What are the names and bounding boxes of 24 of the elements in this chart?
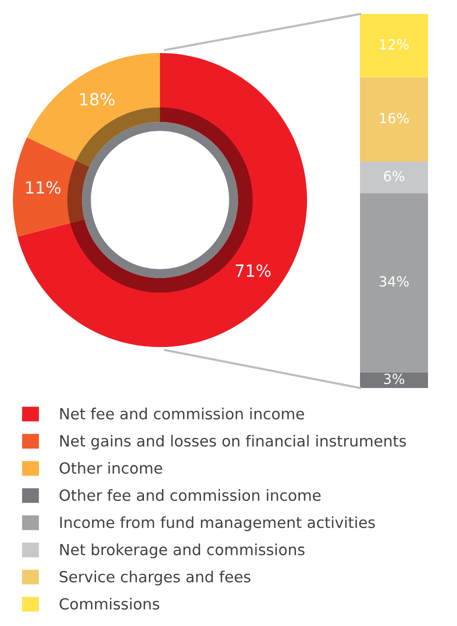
bar <box>360 14 428 78</box>
donut-slice <box>12 137 90 237</box>
bar <box>360 193 428 372</box>
legend-label: Other fee and commission income <box>60 489 321 501</box>
data-label: 16% <box>380 112 409 124</box>
data-label: 12% <box>380 39 409 50</box>
bar <box>360 372 428 388</box>
legend-label: Net brokerage and commissions <box>60 543 304 558</box>
data-label: 18% <box>80 92 115 106</box>
bar <box>360 161 428 194</box>
data-label: 6% <box>384 170 404 182</box>
legend-label: Net fee and commission income <box>60 408 304 420</box>
legend-label: Commissions <box>60 598 160 610</box>
data-label: 34% <box>380 276 409 287</box>
data-label: 11% <box>26 181 60 194</box>
donut-slice <box>26 52 160 167</box>
data-label: 3% <box>384 374 404 384</box>
legend-label: Net gains and losses on financial instruments <box>60 434 406 450</box>
donut-slice <box>18 52 308 348</box>
legend-label: Service charges and fees <box>60 570 250 586</box>
bar <box>360 77 428 162</box>
data-label: 71% <box>236 264 271 277</box>
legend-label: Other income <box>60 462 162 474</box>
legend-label: Income from fund management activities <box>60 516 375 532</box>
